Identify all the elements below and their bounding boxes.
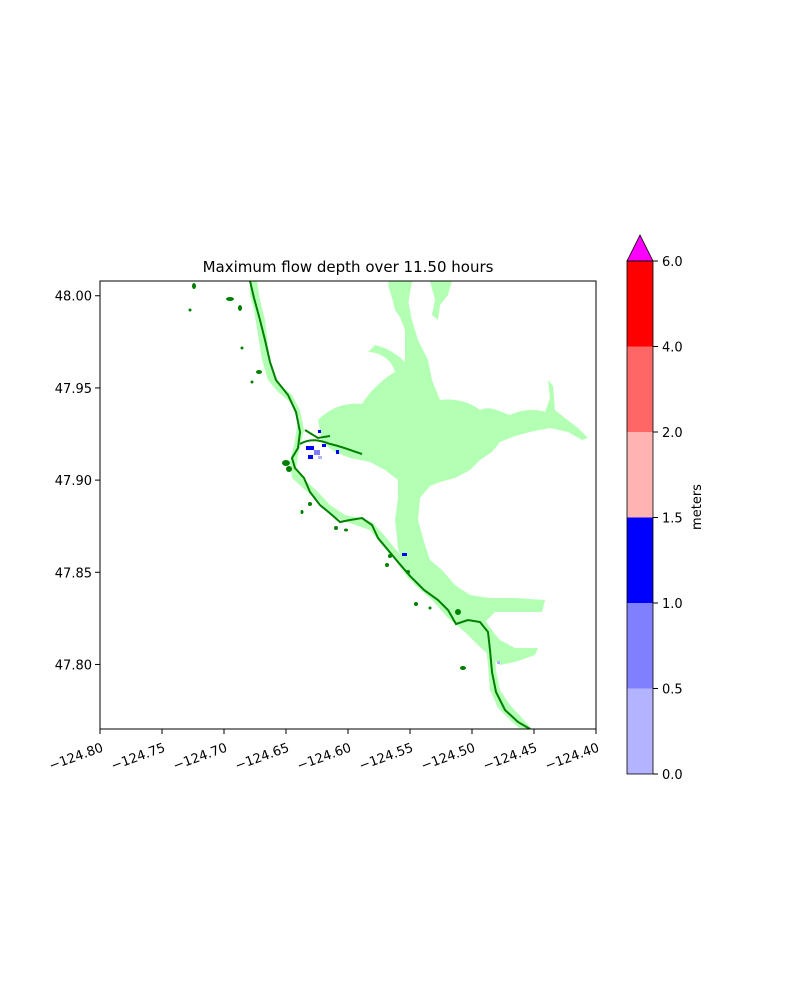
colorbar-extend-max: [626, 234, 654, 262]
y-axis: 47.80 47.85 47.90 47.95 48.00: [55, 290, 100, 673]
flow-depth-cells: [306, 430, 500, 664]
map-plot-area: [99, 280, 597, 730]
y-tick-label: 47.85: [55, 566, 92, 581]
colorbar-label: meters: [690, 484, 705, 530]
chart-title: Maximum flow depth over 11.50 hours: [203, 258, 494, 276]
colorbar-band: [627, 346, 653, 432]
x-tick-label: −124.55: [357, 741, 415, 774]
shoreline: [249, 281, 531, 729]
x-tick-label: −124.70: [171, 741, 229, 774]
x-tick-label: −124.75: [109, 741, 167, 774]
x-tick-label: −124.65: [233, 741, 291, 774]
colorbar-tick-label: 0.0: [662, 768, 683, 783]
inundated-land-region: [250, 281, 588, 729]
y-tick-label: 48.00: [55, 290, 92, 305]
x-tick-label: −124.50: [419, 741, 477, 774]
colorbar-tick-label: 4.0: [662, 341, 683, 356]
x-tick-label: −124.60: [295, 741, 353, 774]
colorbar-tick-label: 1.5: [662, 512, 683, 527]
colorbar-tick-label: 0.5: [662, 683, 683, 698]
x-tick-label: −124.45: [481, 741, 539, 774]
colorbar-band: [627, 688, 653, 774]
map-axes: Maximum flow depth over 11.50 hours: [47, 258, 601, 774]
colorbar-tick-label: 1.0: [662, 597, 683, 612]
y-tick-label: 47.80: [55, 658, 92, 673]
colorbar-tick-label: 2.0: [662, 426, 683, 441]
coastal-islands: [188, 283, 466, 670]
colorbar-tick-label: 6.0: [662, 255, 683, 270]
colorbar-band: [627, 603, 653, 689]
colorbar-band: [627, 432, 653, 518]
colorbar-band: [627, 517, 653, 603]
plot-frame: [99, 280, 597, 730]
x-axis: −124.80 −124.75 −124.70 −124.65 −124.60 −124.…: [47, 729, 601, 774]
y-tick-label: 47.90: [55, 474, 92, 489]
colorbar: 0.0 0.5 1.0 1.5 2.0 4.0 6.0 meters: [626, 234, 705, 783]
colorbar-band: [627, 261, 653, 347]
y-tick-label: 47.95: [55, 382, 92, 397]
x-tick-label: −124.80: [47, 741, 105, 774]
x-tick-label: −124.40: [543, 741, 601, 774]
